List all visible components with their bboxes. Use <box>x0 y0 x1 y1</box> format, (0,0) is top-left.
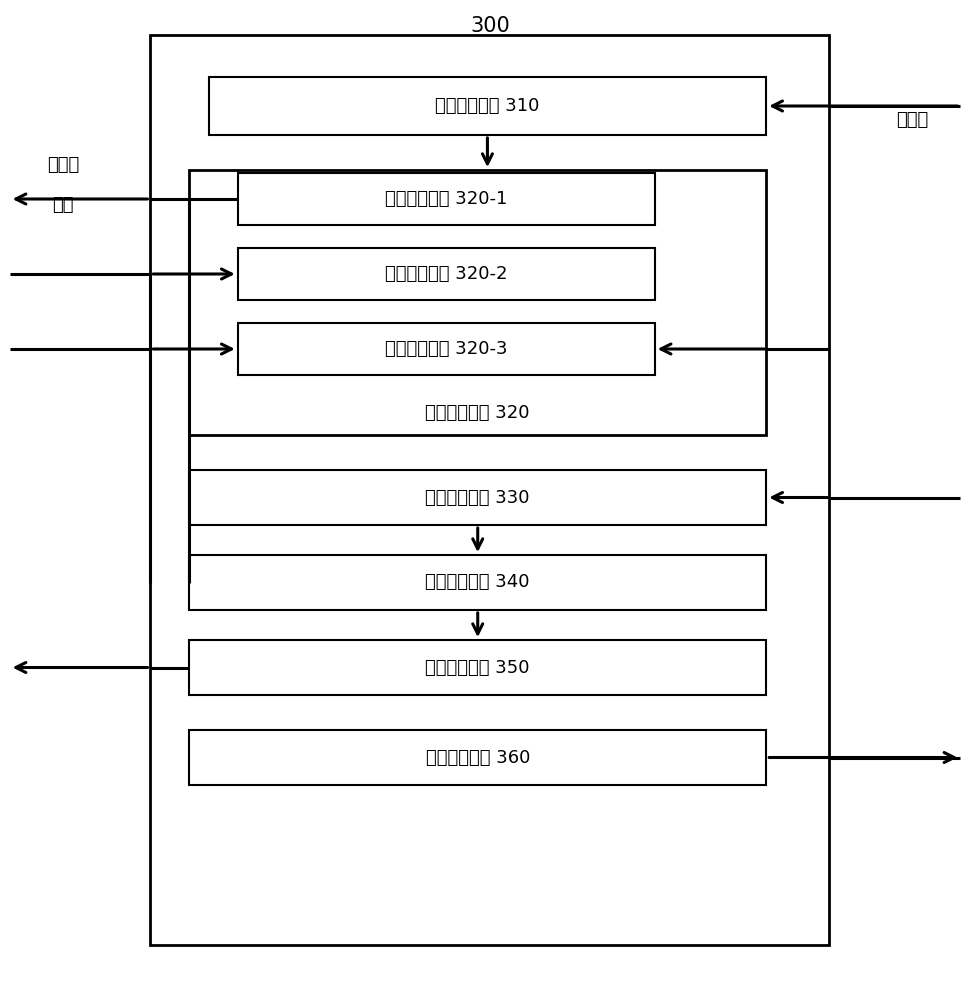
Bar <box>150 35 828 945</box>
Bar <box>189 470 766 525</box>
Bar <box>189 640 766 695</box>
Bar <box>189 170 766 435</box>
Bar <box>237 323 654 375</box>
Bar <box>208 77 766 135</box>
Text: 第三接收单元 320-2: 第三接收单元 320-2 <box>385 265 507 283</box>
Text: 用户设: 用户设 <box>47 156 79 174</box>
Bar <box>237 248 654 300</box>
Text: 第三发送单元 360: 第三发送单元 360 <box>425 748 529 766</box>
Text: 第二接收单元 330: 第二接收单元 330 <box>425 489 529 507</box>
Text: 第一接收单元 310: 第一接收单元 310 <box>435 97 539 115</box>
Bar <box>237 173 654 225</box>
Text: 第一发送单元 350: 第一发送单元 350 <box>425 658 529 676</box>
Text: 第一确定单元 320: 第一确定单元 320 <box>425 404 529 422</box>
Text: 300: 300 <box>470 16 509 36</box>
Text: 第三确定单元 320-3: 第三确定单元 320-3 <box>385 340 507 358</box>
Text: 第二确定单元 340: 第二确定单元 340 <box>425 573 529 591</box>
Text: 第二发送单元 320-1: 第二发送单元 320-1 <box>385 190 507 208</box>
Bar <box>189 555 766 610</box>
Bar <box>189 730 766 785</box>
Text: 基站侧: 基站侧 <box>894 111 927 129</box>
Text: 备侧: 备侧 <box>52 196 74 214</box>
